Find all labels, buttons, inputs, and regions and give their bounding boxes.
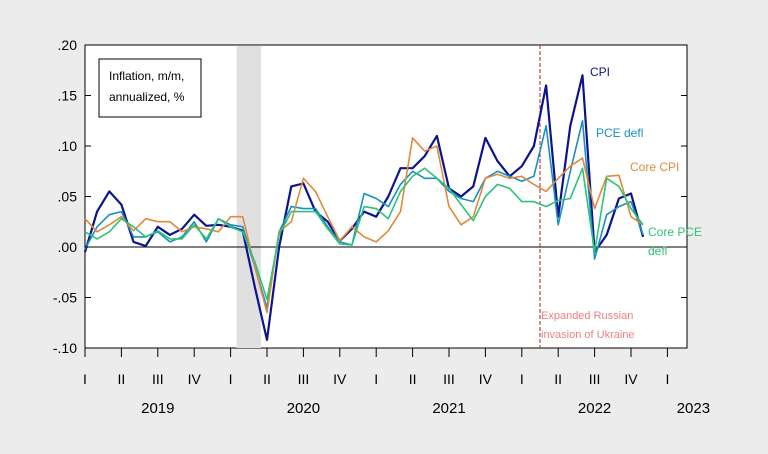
year-label: 2022 bbox=[578, 400, 611, 417]
x-tick-label: IV bbox=[333, 371, 347, 387]
y-tick-label: -.05 bbox=[53, 290, 77, 306]
x-tick-label: I bbox=[520, 371, 524, 387]
year-label: 2023 bbox=[677, 400, 710, 417]
y-tick-label: .00 bbox=[58, 239, 78, 255]
x-tick-label: I bbox=[374, 371, 378, 387]
legend-line-1: Inflation, m/m, bbox=[109, 69, 184, 83]
x-tick-label: IV bbox=[188, 371, 202, 387]
y-tick-label: .15 bbox=[58, 88, 78, 104]
x-tick-label: II bbox=[118, 371, 126, 387]
x-tick-label: III bbox=[152, 371, 164, 387]
series-label-defl: defl bbox=[648, 244, 667, 258]
series-line-core-cpi bbox=[84, 137, 644, 314]
series-label-core-cpi: Core CPI bbox=[630, 160, 679, 174]
y-tick-label: .05 bbox=[58, 189, 78, 205]
y-tick-label: .20 bbox=[58, 37, 78, 53]
y-tick-label: .10 bbox=[58, 138, 78, 154]
y-tick-label: -.10 bbox=[53, 340, 77, 356]
x-tick-label: IV bbox=[479, 371, 493, 387]
year-label: 2019 bbox=[141, 400, 174, 417]
x-tick-label: II bbox=[409, 371, 417, 387]
x-tick-label: II bbox=[554, 371, 562, 387]
x-tick-label: III bbox=[298, 371, 310, 387]
x-tick-label: III bbox=[589, 371, 601, 387]
legend-box: Inflation, m/m, annualized, % bbox=[98, 58, 202, 118]
series-line-cpi bbox=[83, 74, 645, 341]
series-label-pce-defl: PCE defl bbox=[596, 126, 643, 140]
series-line-core-pce-defl bbox=[84, 167, 644, 301]
year-label: 2021 bbox=[432, 400, 465, 417]
x-tick-label: III bbox=[443, 371, 455, 387]
series-label-core-pce: Core PCE bbox=[648, 225, 702, 239]
recession-shade bbox=[236, 46, 261, 348]
legend-line-2: annualized, % bbox=[109, 90, 185, 104]
legend-box-frame bbox=[98, 58, 202, 118]
series-group bbox=[83, 74, 645, 341]
x-tick-label: I bbox=[229, 371, 233, 387]
annotation-line-1: Expanded Russian bbox=[541, 310, 633, 322]
series-label-cpi: CPI bbox=[590, 65, 610, 79]
x-tick-label: IV bbox=[624, 371, 638, 387]
year-label: 2020 bbox=[287, 400, 320, 417]
annotation-line-2: invasion of Ukraine bbox=[541, 329, 635, 341]
x-tick-label: I bbox=[665, 371, 669, 387]
x-tick-label: II bbox=[263, 371, 271, 387]
x-tick-label: I bbox=[83, 371, 87, 387]
y-axis: .20 .15 .10 .05 .00 -.05 -.10 bbox=[53, 37, 687, 356]
